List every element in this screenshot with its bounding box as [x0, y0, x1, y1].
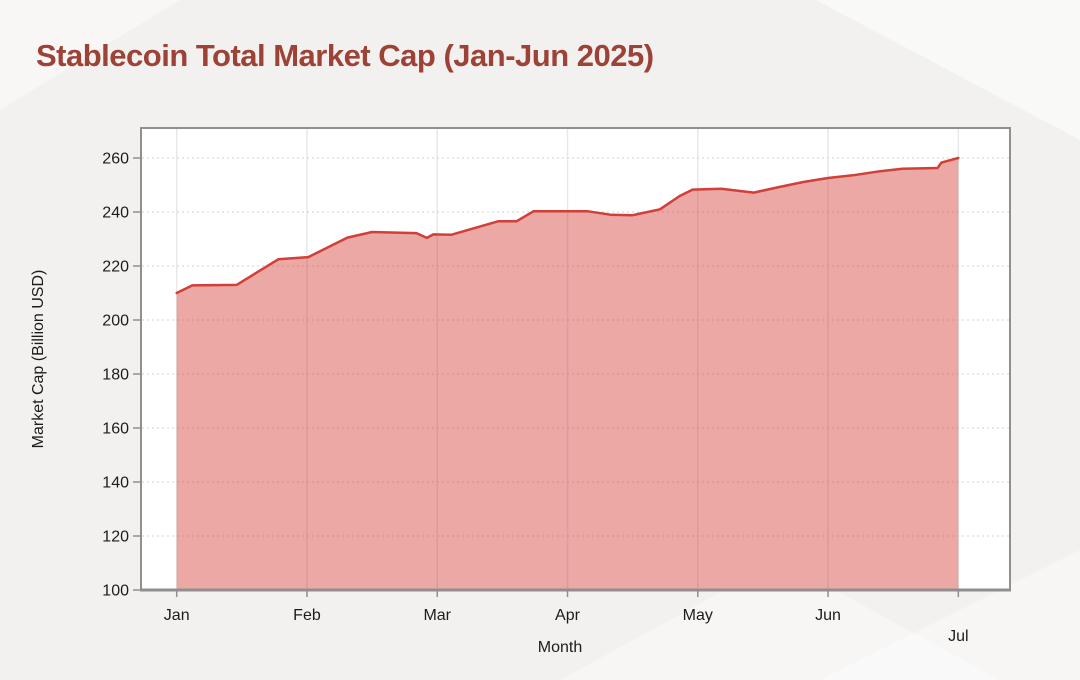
y-tick-label: 240 [102, 205, 129, 222]
y-tick-label: 100 [102, 583, 129, 600]
page-title: Stablecoin Total Market Cap (Jan-Jun 202… [36, 38, 654, 73]
y-tick-label: 220 [102, 259, 129, 276]
y-tick-label: 120 [102, 529, 129, 546]
x-tick-label: Jan [164, 607, 190, 624]
x-tick-label: Feb [293, 607, 321, 624]
x-tick-label: Apr [555, 607, 581, 624]
x-tick-label: Jul [948, 628, 968, 645]
plot-area [141, 128, 1010, 590]
y-tick-label: 260 [102, 151, 129, 168]
y-tick-label: 140 [102, 475, 129, 492]
y-tick-label: 200 [102, 313, 129, 330]
x-tick-label: May [683, 607, 713, 624]
x-tick-label: Jun [815, 607, 841, 624]
x-tick-label: Mar [423, 607, 451, 624]
y-tick-label: 160 [102, 421, 129, 438]
area-fill [176, 158, 959, 590]
y-axis-title: Market Cap (Billion USD) [30, 270, 47, 449]
series-line [175, 156, 960, 295]
x-axis-title: Month [538, 639, 582, 656]
y-tick-label: 180 [102, 367, 129, 384]
